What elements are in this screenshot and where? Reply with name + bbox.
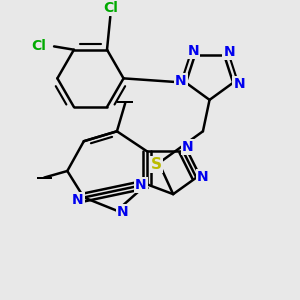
Text: N: N [197, 170, 209, 184]
Text: S: S [151, 157, 162, 172]
Text: Cl: Cl [103, 2, 118, 15]
Text: N: N [233, 77, 245, 92]
Text: N: N [223, 45, 235, 59]
Text: N: N [135, 178, 147, 192]
Text: N: N [175, 74, 187, 88]
Text: Cl: Cl [32, 39, 46, 53]
Text: N: N [72, 193, 84, 207]
Text: N: N [188, 44, 199, 58]
Text: N: N [182, 140, 194, 154]
Text: N: N [117, 205, 129, 219]
